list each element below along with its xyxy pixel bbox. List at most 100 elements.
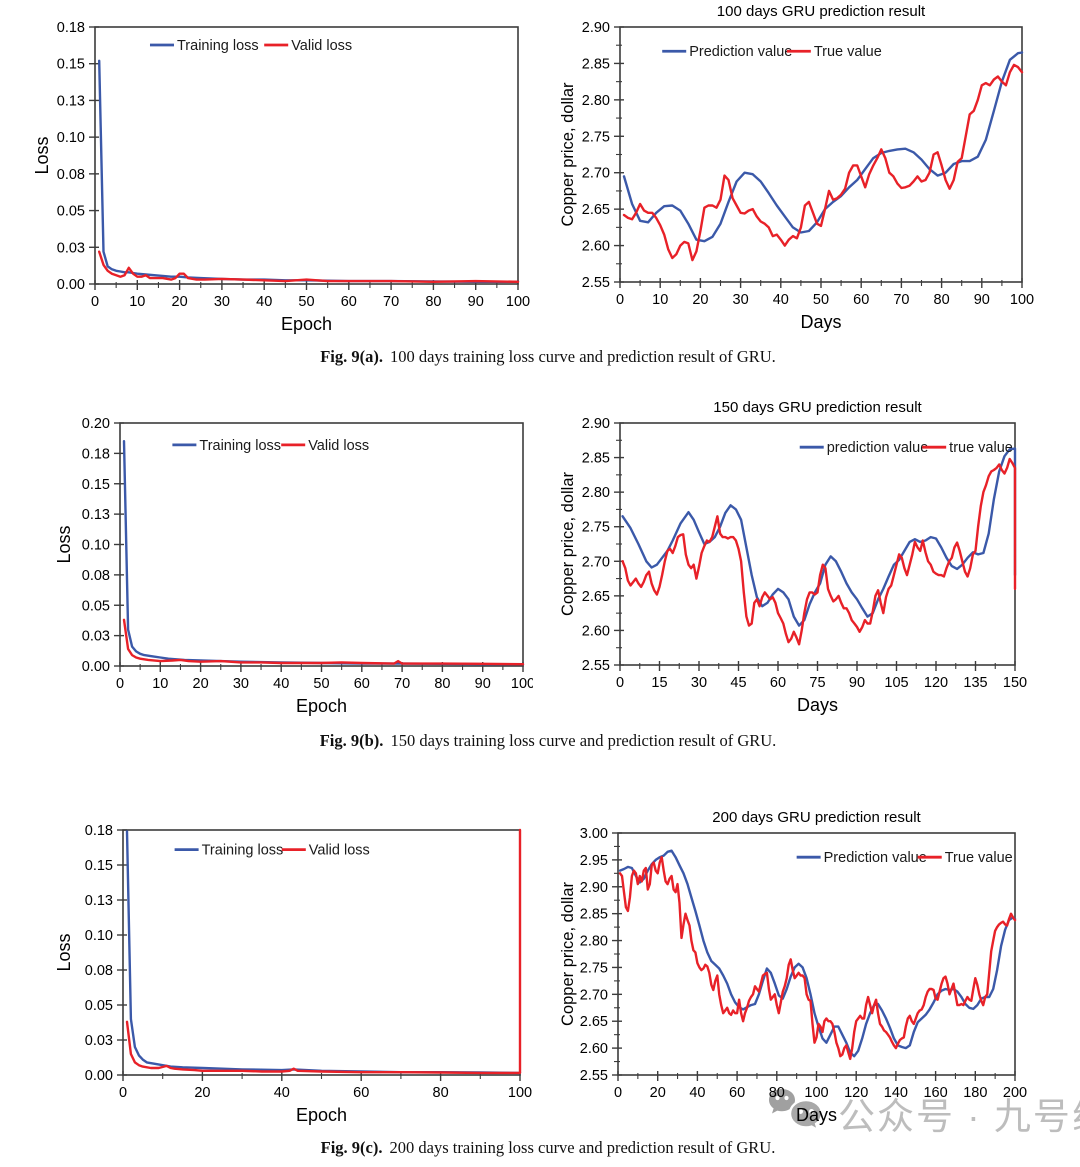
x-tick-label: 105 bbox=[884, 675, 908, 691]
x-tick-label: 200 bbox=[1003, 1085, 1027, 1101]
y-axis-label: Copper price, dollar bbox=[559, 882, 577, 1026]
x-tick-label: 45 bbox=[730, 675, 746, 691]
watermark-text: 公众号 · 九号线 bbox=[838, 1096, 1080, 1137]
y-tick-label: 0.03 bbox=[85, 1033, 113, 1049]
series-red-line bbox=[125, 828, 522, 1075]
caption-label: Fig. 9(c). bbox=[320, 1138, 383, 1157]
y-tick-label: 2.60 bbox=[580, 1041, 608, 1057]
legend-label: Training loss bbox=[199, 438, 281, 454]
x-axis-label: Days bbox=[796, 1105, 837, 1125]
x-tick-label: 80 bbox=[425, 294, 441, 310]
plot-frame bbox=[94, 26, 519, 285]
x-tick-label: 40 bbox=[274, 1085, 290, 1101]
caption-text: 200 days training loss curve and predict… bbox=[389, 1138, 776, 1157]
x-tick-label: 160 bbox=[923, 1085, 947, 1101]
caption-text: 100 days training loss curve and predict… bbox=[389, 347, 776, 366]
y-axis-label: Loss bbox=[54, 933, 74, 971]
caption-label: Fig. 9(a). bbox=[320, 347, 383, 366]
x-axis-label: Days bbox=[800, 312, 841, 332]
chart-loss-200: 0 20 40 60 80 100 0.00 0.03 0.05 0.08 0.10 0.13 0.15… bbox=[54, 823, 532, 1125]
figure-caption-a: Fig. 9(a). 100 days training loss curve a… bbox=[0, 347, 1080, 367]
y-tick-label: 2.80 bbox=[582, 485, 610, 501]
series-blue-line bbox=[125, 830, 522, 1075]
y-tick-label: 2.80 bbox=[580, 934, 608, 950]
legend-label: Training loss bbox=[202, 843, 284, 859]
legend-label: Training loss bbox=[177, 38, 259, 54]
x-tick-label: 10 bbox=[152, 676, 168, 692]
x-tick-label: 40 bbox=[773, 292, 789, 308]
y-tick-label: 0.00 bbox=[82, 659, 110, 675]
chart-pred-150: 0 15 30 45 60 75 90 105 120 135 150 2.55 2.60 2.65 2.7… bbox=[559, 399, 1027, 715]
y-tick-label: 0.18 bbox=[85, 823, 113, 839]
y-tick-label: 2.85 bbox=[582, 56, 610, 72]
series-blue-line bbox=[621, 447, 1017, 627]
y-tick-label: 0.05 bbox=[82, 598, 110, 614]
x-tick-label: 90 bbox=[849, 675, 865, 691]
x-tick-label: 30 bbox=[233, 676, 249, 692]
y-axis-label: Copper price, dollar bbox=[559, 82, 577, 226]
y-tick-label: 2.75 bbox=[582, 129, 610, 145]
legend-label: True value bbox=[945, 850, 1013, 866]
y-tick-label: 0.15 bbox=[82, 477, 110, 493]
x-axis-label: Epoch bbox=[296, 1105, 347, 1125]
y-axis-label: Copper price, dollar bbox=[559, 472, 577, 616]
x-tick-label: 20 bbox=[692, 292, 708, 308]
y-tick-label: 2.55 bbox=[582, 275, 610, 291]
chart-title: 100 days GRU prediction result bbox=[717, 3, 926, 20]
y-axis-label: Loss bbox=[32, 136, 52, 174]
y-tick-label: 2.70 bbox=[580, 987, 608, 1003]
series-red-line bbox=[621, 457, 1017, 646]
y-tick-label: 0.05 bbox=[57, 204, 85, 220]
x-tick-label: 10 bbox=[652, 292, 668, 308]
y-tick-label: 2.75 bbox=[582, 520, 610, 536]
x-tick-label: 60 bbox=[853, 292, 869, 308]
y-tick-label: 0.08 bbox=[85, 963, 113, 979]
x-tick-label: 60 bbox=[354, 676, 370, 692]
x-tick-label: 100 bbox=[506, 294, 530, 310]
plot-frame bbox=[122, 829, 521, 1076]
y-tick-label: 2.65 bbox=[582, 202, 610, 218]
x-tick-label: 70 bbox=[893, 292, 909, 308]
x-tick-label: 50 bbox=[813, 292, 829, 308]
y-tick-label: 2.90 bbox=[582, 20, 610, 36]
y-tick-label: 2.65 bbox=[580, 1014, 608, 1030]
x-tick-label: 80 bbox=[934, 292, 950, 308]
y-tick-label: 0.00 bbox=[85, 1068, 113, 1084]
y-tick-label: 2.60 bbox=[582, 239, 610, 255]
series-red-line bbox=[618, 856, 1017, 1061]
series-red-line bbox=[122, 618, 525, 666]
y-tick-label: 0.10 bbox=[85, 928, 113, 944]
plot-frame bbox=[119, 422, 524, 667]
x-tick-label: 10 bbox=[129, 294, 145, 310]
x-tick-label: 30 bbox=[214, 294, 230, 310]
y-tick-label: 0.00 bbox=[57, 277, 85, 293]
y-tick-label: 0.13 bbox=[82, 507, 110, 523]
x-tick-label: 70 bbox=[383, 294, 399, 310]
series-blue-line bbox=[97, 59, 520, 283]
y-tick-label: 0.18 bbox=[57, 20, 85, 36]
x-tick-label: 20 bbox=[194, 1085, 210, 1101]
chart-title: 200 days GRU prediction result bbox=[712, 809, 921, 826]
y-tick-label: 2.75 bbox=[580, 960, 608, 976]
x-tick-label: 0 bbox=[91, 294, 99, 310]
y-tick-label: 0.13 bbox=[85, 893, 113, 909]
caption-label: Fig. 9(b). bbox=[319, 731, 384, 750]
x-tick-label: 100 bbox=[508, 1085, 532, 1101]
x-tick-label: 100 bbox=[804, 1085, 828, 1101]
figure-caption-b: Fig. 9(b). 150 days training loss curve a… bbox=[0, 731, 1080, 751]
x-tick-label: 80 bbox=[769, 1085, 785, 1101]
y-tick-label: 0.13 bbox=[57, 93, 85, 109]
x-tick-label: 100 bbox=[1010, 292, 1034, 308]
y-tick-label: 0.15 bbox=[57, 57, 85, 73]
x-tick-label: 60 bbox=[770, 675, 786, 691]
y-tick-label: 2.85 bbox=[580, 907, 608, 923]
x-tick-label: 100 bbox=[511, 676, 533, 692]
x-tick-label: 180 bbox=[963, 1085, 987, 1101]
x-tick-label: 0 bbox=[119, 1085, 127, 1101]
x-tick-label: 140 bbox=[884, 1085, 908, 1101]
y-tick-label: 0.10 bbox=[57, 130, 85, 146]
watermark: 公众号 · 九号线 bbox=[766, 1086, 1080, 1140]
x-tick-label: 0 bbox=[616, 675, 624, 691]
chart-loss-100: 0 10 20 30 40 50 60 70 80 90 100 0.00 0.03 0.05 0.08 0.… bbox=[32, 20, 530, 334]
x-axis-label: Days bbox=[797, 695, 838, 715]
